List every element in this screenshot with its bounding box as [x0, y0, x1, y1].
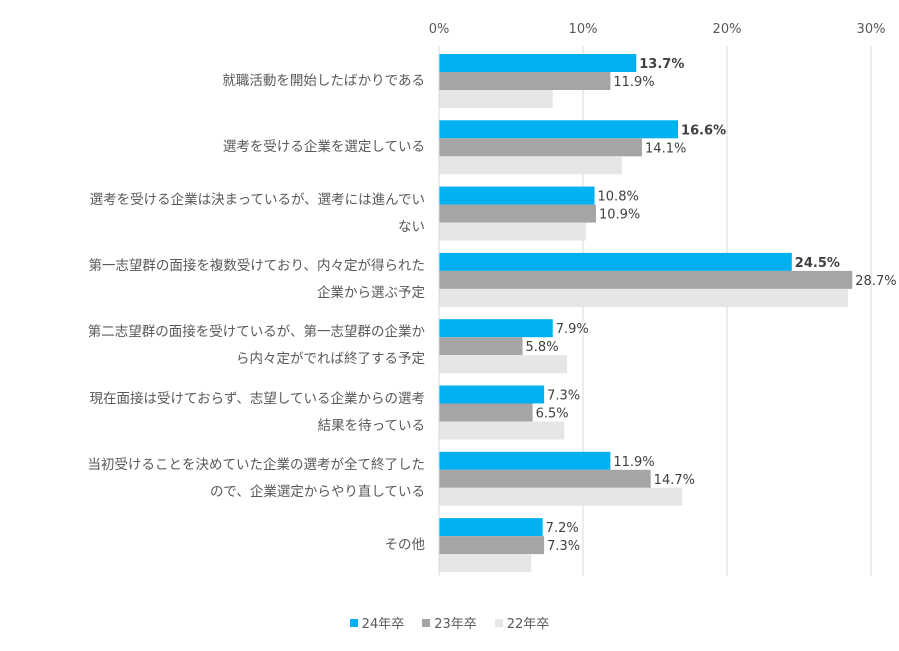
category-label: 選考を受ける企業を選定している	[222, 138, 425, 155]
bar	[439, 385, 545, 404]
legend-label-23: 23年卒	[434, 617, 477, 632]
legend-item-22: 22年卒	[494, 613, 550, 632]
legend-swatch-23	[422, 618, 431, 627]
legend-item-24: 24年卒	[349, 613, 405, 632]
legend-label-24: 24年卒	[361, 617, 405, 632]
bar	[439, 451, 611, 470]
data-label: 24.5%	[795, 256, 840, 271]
x-tick-label: 30%	[857, 22, 886, 37]
legend: 24年卒 23年卒 22年卒	[0, 613, 899, 632]
bar	[439, 72, 611, 90]
data-label: 6.5%	[536, 407, 569, 422]
bar	[439, 421, 565, 440]
bar	[439, 518, 543, 537]
x-tick-label: 10%	[569, 22, 598, 37]
data-label: 16.6%	[681, 123, 726, 138]
category-label: 当初受けることを決めていた企業の選考が全て終了した ので、企業選定からやり直して…	[87, 456, 426, 500]
data-label: 7.3%	[547, 539, 580, 554]
bar	[439, 252, 792, 271]
category-label: 現在面接は受けておらず、志望している企業からの選考 結果を待っている	[89, 390, 425, 434]
data-label: 5.8%	[526, 340, 559, 355]
bar	[439, 186, 595, 205]
bar	[439, 54, 637, 72]
category-label: 第一志望群の面接を複数受けており、内々定が得られた 企業から選ぶ予定	[88, 257, 425, 301]
legend-swatch-22	[494, 618, 503, 627]
bar	[439, 337, 523, 356]
bar	[439, 90, 553, 108]
bar	[439, 319, 553, 338]
bar	[439, 222, 586, 241]
x-tick-label: 20%	[713, 22, 742, 37]
data-label: 7.3%	[547, 389, 580, 404]
bar	[439, 288, 848, 307]
category-label: 選考を受ける企業は決まっているが、選考には進んでい ない	[89, 191, 425, 235]
bar	[439, 469, 651, 488]
bar	[439, 120, 679, 139]
data-label: 14.7%	[654, 473, 695, 488]
data-label: 13.7%	[639, 57, 684, 72]
legend-label-22: 22年卒	[506, 617, 550, 632]
bar	[439, 536, 545, 555]
category-label: その他	[384, 536, 426, 553]
data-label: 10.8%	[598, 190, 639, 205]
legend-item-23: 23年卒	[422, 613, 477, 632]
category-label: 就職活動を開始したばかりである	[222, 72, 425, 89]
category-label: 第二志望群の面接を受けているが、第一志望群の企業か ら内々定がでれば終了する予定	[87, 324, 425, 368]
data-label: 11.9%	[613, 455, 654, 470]
data-label: 10.9%	[599, 208, 640, 223]
data-label: 7.2%	[546, 521, 579, 536]
data-label: 28.7%	[855, 274, 896, 289]
bar	[439, 487, 683, 506]
bar	[439, 138, 643, 157]
bar	[439, 403, 533, 422]
bar	[439, 554, 532, 573]
legend-swatch-24	[349, 618, 358, 627]
x-tick-label: 0%	[429, 22, 450, 37]
bar	[439, 355, 568, 374]
bar	[439, 204, 596, 223]
data-label: 7.9%	[556, 322, 589, 337]
data-label: 14.1%	[645, 141, 686, 156]
bar	[439, 270, 853, 289]
bar	[439, 156, 622, 175]
data-label: 11.9%	[613, 75, 654, 90]
